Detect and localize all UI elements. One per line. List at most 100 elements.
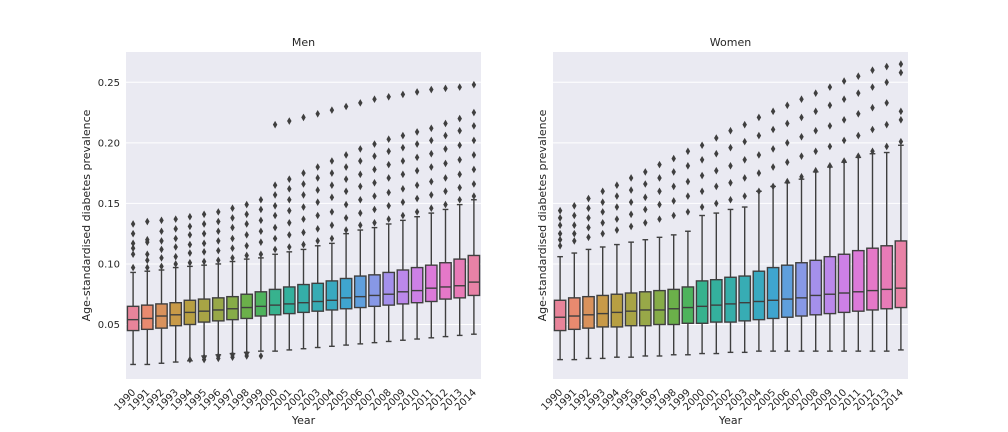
box-body [439, 262, 452, 300]
outlier-point [343, 187, 349, 196]
outlier-point [301, 180, 306, 188]
box-1995 [624, 174, 638, 358]
outlier-point [216, 217, 221, 226]
outlier-point [343, 226, 349, 234]
outlier-point [898, 60, 904, 68]
outlier-point [372, 205, 377, 214]
box-body [695, 280, 709, 324]
box-body [368, 274, 381, 308]
outlier-point [429, 163, 434, 171]
outlier-point [643, 218, 648, 227]
outlier-point [827, 142, 833, 151]
outlier-point [714, 134, 719, 142]
outlier-point [201, 220, 207, 228]
outlier-point [130, 229, 136, 238]
outlier-point [244, 241, 249, 250]
outlier-point [457, 126, 462, 135]
outlier-point [714, 166, 719, 175]
outlier-point [471, 151, 477, 159]
outlier-point [643, 168, 648, 176]
y-axis-label: Age-standardised diabetes prevalence [80, 109, 93, 321]
outlier-point [343, 163, 349, 171]
box-body [709, 278, 723, 323]
outlier-point [813, 89, 818, 97]
outlier-point [699, 141, 705, 150]
outlier-point [216, 237, 221, 245]
outlier-point [187, 249, 193, 257]
outlier-point [315, 186, 320, 194]
box-2010 [410, 88, 424, 340]
outlier-point [770, 125, 776, 134]
x-axis-label: Year [718, 414, 743, 427]
outlier-point [343, 214, 349, 222]
outlier-point [728, 162, 733, 170]
outlier-point [400, 143, 406, 152]
outlier-point [130, 250, 136, 259]
outlier-point [443, 131, 448, 140]
outlier-point [557, 206, 563, 215]
outlier-point [343, 151, 349, 159]
y-tick-label: 0.25 [98, 78, 120, 89]
outlier-point [600, 187, 605, 196]
outlier-point [827, 83, 833, 91]
outlier-point [643, 205, 648, 214]
outlier-point [329, 157, 335, 165]
outlier-point [728, 143, 733, 152]
outlier-point [315, 109, 320, 118]
outlier-point [216, 208, 221, 216]
outlier-point [614, 181, 620, 190]
outlier-point [187, 240, 193, 249]
outlier-point [315, 237, 320, 245]
outlier-point [799, 132, 804, 141]
outlier-point [216, 352, 221, 360]
outlier-point [628, 210, 634, 219]
outlier-point [714, 182, 719, 191]
panel-men: 0.050.100.150.200.2519901991199219931994… [80, 36, 481, 427]
outlier-point [756, 113, 762, 122]
outlier-point [386, 188, 391, 197]
outlier-point [272, 120, 278, 129]
outlier-point [770, 145, 776, 153]
outlier-point [457, 170, 462, 179]
box-body [268, 288, 282, 316]
outlier-point [159, 245, 164, 254]
outlier-point [301, 228, 306, 237]
outlier-point [358, 157, 363, 165]
outlier-point [813, 107, 818, 116]
outlier-point [756, 187, 762, 196]
box-2012 [439, 84, 452, 338]
box-body [795, 262, 808, 317]
outlier-point [358, 182, 363, 191]
outlier-point [699, 155, 705, 164]
outlier-point [301, 169, 306, 177]
outlier-point [258, 216, 264, 225]
outlier-point [287, 175, 292, 183]
outlier-point [187, 258, 193, 267]
outlier-point [358, 170, 363, 179]
outlier-point [258, 227, 264, 236]
box-body [453, 258, 467, 299]
box-body [596, 294, 610, 328]
outlier-point [258, 238, 264, 246]
box-2014 [467, 80, 481, 335]
box-1993 [169, 215, 183, 363]
outlier-point [187, 222, 193, 231]
outlier-point [856, 89, 861, 97]
box-2012 [866, 66, 879, 352]
outlier-point [414, 166, 420, 175]
outlier-point [799, 172, 804, 181]
outlier-point [329, 221, 335, 229]
outlier-point [429, 177, 434, 186]
outlier-point [187, 355, 193, 364]
box-2009 [396, 90, 410, 341]
outlier-point [841, 116, 847, 124]
outlier-point [244, 349, 249, 358]
outlier-point [785, 158, 790, 167]
box-body [553, 299, 567, 332]
outlier-point [258, 250, 264, 259]
outlier-point [130, 220, 136, 228]
outlier-point [230, 234, 235, 243]
box-body [339, 277, 353, 310]
box-body [410, 266, 424, 304]
